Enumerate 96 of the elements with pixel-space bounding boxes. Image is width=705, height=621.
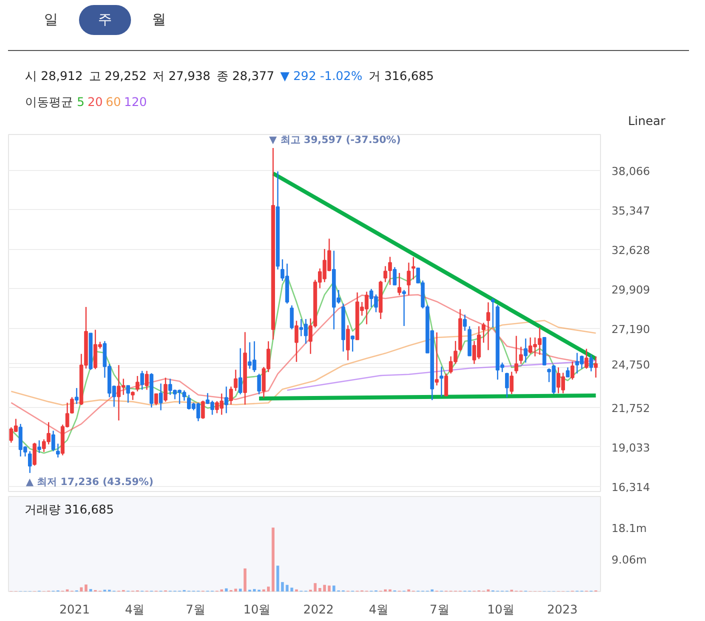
text: 120 bbox=[124, 95, 147, 109]
y-tick-label: 9.06m bbox=[612, 553, 647, 566]
candlestick bbox=[406, 262, 411, 296]
candlestick bbox=[201, 400, 205, 420]
candlestick bbox=[589, 354, 594, 372]
y-tick-label: 18.1m bbox=[612, 522, 647, 535]
candlestick bbox=[392, 266, 397, 286]
candlestick bbox=[304, 318, 308, 344]
candlestick bbox=[486, 302, 490, 351]
candlestick bbox=[136, 375, 140, 392]
x-tick-label: 2021 bbox=[59, 602, 90, 616]
text: ▼ 292 -1.02% bbox=[280, 69, 362, 83]
text: 월 bbox=[151, 11, 167, 30]
x-tick-label: 2022 bbox=[303, 602, 334, 616]
candlestick bbox=[594, 356, 598, 378]
text: 저 27,938 bbox=[152, 69, 210, 83]
y-tick-label: 29,909 bbox=[612, 283, 650, 296]
candlestick bbox=[519, 346, 523, 365]
candlestick bbox=[462, 314, 467, 332]
annotation: ▲ 최저 17,236 (43.59%) bbox=[26, 476, 154, 488]
text: 일 bbox=[43, 11, 59, 30]
x-tick-label: 4월 bbox=[368, 602, 388, 616]
x-tick-label: 10월 bbox=[243, 602, 271, 616]
candlestick bbox=[234, 369, 238, 392]
candlestick bbox=[37, 440, 42, 454]
text: 고 29,252 bbox=[88, 69, 147, 83]
candlestick bbox=[56, 443, 60, 458]
candlestick bbox=[229, 386, 233, 406]
candlestick bbox=[294, 320, 298, 362]
bar bbox=[234, 588, 238, 592]
candlestick bbox=[257, 373, 261, 395]
candlestick bbox=[164, 377, 168, 402]
text: 5 bbox=[76, 95, 84, 109]
candlestick bbox=[514, 335, 518, 374]
candlestick bbox=[51, 430, 56, 452]
candlestick bbox=[140, 370, 144, 390]
text: 거래량 316,685 bbox=[24, 502, 114, 516]
candlestick bbox=[299, 318, 304, 337]
candlestick bbox=[290, 304, 294, 330]
bar bbox=[314, 583, 317, 592]
y-tick-label: 19,033 bbox=[612, 441, 650, 454]
annotation: ▼ 최고 39,597 (-37.50%) bbox=[269, 135, 401, 146]
bar bbox=[328, 586, 331, 592]
candlestick bbox=[440, 366, 444, 398]
candlestick bbox=[584, 348, 588, 370]
candlestick bbox=[402, 289, 406, 327]
y-tick-label: 24,750 bbox=[612, 358, 650, 372]
candlestick bbox=[74, 387, 79, 405]
candlestick bbox=[566, 366, 570, 378]
candlestick bbox=[252, 340, 256, 373]
text: 주 bbox=[79, 5, 131, 35]
candlestick bbox=[158, 382, 163, 411]
y-tick-label: 32,628 bbox=[612, 244, 650, 257]
text: 종 28,377 bbox=[216, 69, 274, 83]
candlestick bbox=[224, 386, 228, 414]
y-tick-label: 35,347 bbox=[612, 204, 650, 218]
candlestick bbox=[346, 324, 350, 361]
text: 20 bbox=[87, 95, 103, 109]
candlestick bbox=[28, 450, 32, 474]
y-tick-label: 38,066 bbox=[612, 164, 650, 178]
x-tick-label: 7월 bbox=[186, 602, 206, 616]
text: 거 316,685 bbox=[368, 69, 434, 83]
candlestick bbox=[505, 372, 509, 398]
bar bbox=[238, 588, 242, 592]
text: 시 28,912 bbox=[25, 69, 83, 83]
legend-title: 이동평균 bbox=[25, 95, 73, 109]
bar bbox=[290, 588, 294, 592]
candlestick bbox=[510, 371, 514, 395]
text: 60 bbox=[106, 95, 122, 109]
candlestick bbox=[350, 334, 355, 352]
candlestick bbox=[126, 384, 130, 404]
candlestick bbox=[144, 370, 149, 390]
candlestick bbox=[482, 322, 486, 344]
candlestick bbox=[154, 393, 158, 406]
text: Linear bbox=[628, 113, 666, 130]
candlestick bbox=[238, 348, 242, 395]
x-tick-label: 7월 bbox=[430, 602, 450, 616]
x-tick-label: 2023 bbox=[547, 602, 578, 616]
candlestick bbox=[524, 338, 528, 364]
y-tick-label: 27,190 bbox=[612, 322, 650, 336]
candlestick bbox=[491, 298, 495, 328]
x-tick-label: 4월 bbox=[124, 602, 145, 616]
y-tick-label: 21,752 bbox=[612, 402, 650, 415]
bar bbox=[276, 566, 280, 592]
candlestick bbox=[575, 352, 580, 374]
candlestick bbox=[434, 332, 439, 386]
candlestick bbox=[397, 272, 402, 296]
bar bbox=[244, 568, 246, 592]
y-tick-label: 16,314 bbox=[612, 480, 650, 494]
candlestick bbox=[444, 372, 448, 396]
x-tick-label: 10월 bbox=[487, 602, 515, 616]
bar bbox=[84, 584, 88, 592]
candlestick bbox=[412, 256, 416, 280]
candlestick bbox=[570, 360, 574, 380]
candlestick bbox=[32, 442, 36, 466]
candlestick bbox=[476, 326, 481, 360]
